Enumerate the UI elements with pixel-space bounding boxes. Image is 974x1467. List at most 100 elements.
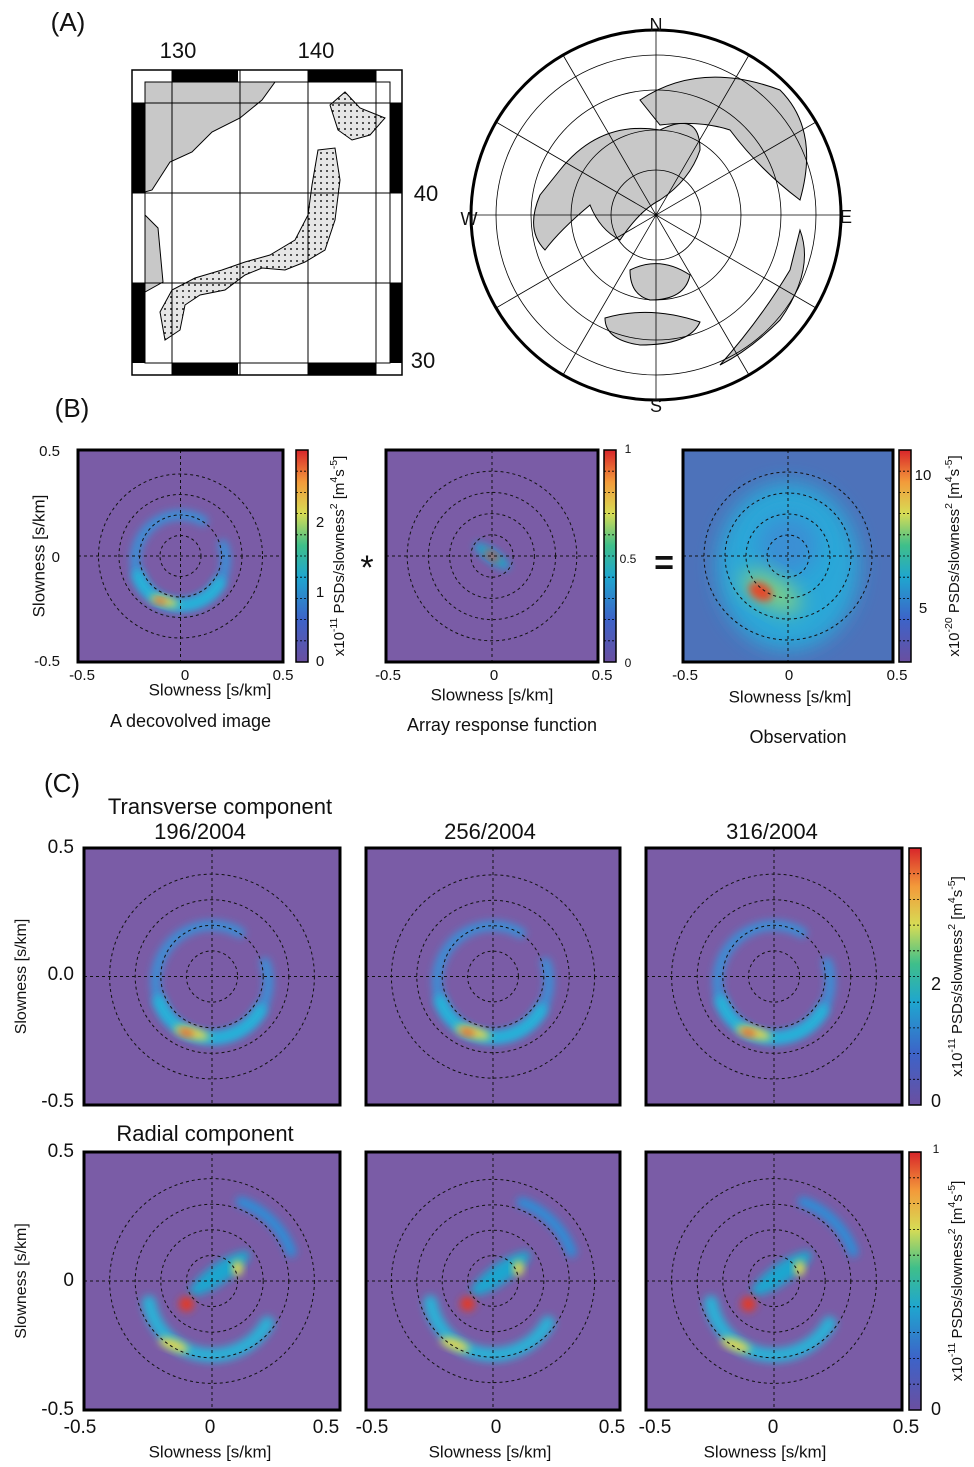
label-part: PSDs/slowness [949, 1234, 966, 1342]
x-axis-label: Slowness [s/km] [729, 687, 852, 706]
x-tick-label: 0.5 [887, 667, 908, 684]
operator: * [360, 549, 373, 587]
energy-arc [235, 1196, 297, 1258]
label-part: 2 [946, 924, 958, 930]
energy-arc [141, 1295, 275, 1363]
energy-blob [178, 1296, 195, 1312]
map-content [78, 450, 283, 662]
y-tick-label: -0.5 [41, 1399, 74, 1420]
colorbar-tick-label: 0 [931, 1091, 941, 1111]
energy-blob [154, 598, 166, 604]
energy-arc [797, 1196, 859, 1258]
energy-blob [740, 1296, 757, 1312]
label-part: s [949, 890, 966, 898]
date-title: 316/2004 [726, 819, 818, 844]
x-tick-label: 0 [491, 1417, 502, 1438]
frame [681, 448, 895, 664]
label-part: x10 [949, 1053, 966, 1077]
y-tick-label: -0.5 [34, 653, 60, 670]
x-tick-label: 0 [768, 1417, 779, 1438]
label-part: PSDs/slowness [949, 930, 966, 1038]
y-tick-label: 0.0 [48, 964, 74, 985]
energy-blob [159, 1337, 189, 1353]
energy-blob [460, 1028, 476, 1036]
x-tick-label: 0.5 [313, 1417, 339, 1438]
map-content [84, 1152, 340, 1410]
x-tick-label: 0.5 [599, 1417, 625, 1438]
x-tick-label: 0 [181, 667, 189, 684]
energy-blob [794, 1260, 805, 1276]
compass-label: S [650, 396, 662, 416]
slowness-circle [416, 1204, 570, 1358]
caption: Observation [749, 727, 846, 747]
y-tick-label: 0.5 [48, 1141, 74, 1162]
row-title: Radial component [116, 1121, 293, 1146]
frame [644, 846, 904, 1107]
label-part: x10 [949, 1357, 966, 1381]
x-tick-label: 0 [490, 667, 498, 684]
energy-blob [178, 1029, 194, 1037]
label-part: s [331, 469, 348, 477]
x-tick-label: 0 [205, 1417, 216, 1438]
frame [82, 1150, 342, 1412]
colorbar-tick-label: 1 [625, 442, 632, 456]
frame [644, 1150, 904, 1412]
label-part: -20 [943, 617, 955, 632]
frame [364, 1150, 622, 1412]
colorbar-tick-label: 0 [931, 1399, 941, 1419]
x-axis-label: Slowness [s/km] [149, 680, 272, 699]
slowness-circle [441, 1229, 545, 1333]
label-part: -5 [946, 880, 958, 889]
label-part: PSDs/slowness [331, 509, 348, 617]
label-part: s [949, 1194, 966, 1202]
x-axis-label: Slowness [s/km] [704, 1442, 827, 1461]
y-tick-label: 0.5 [39, 443, 60, 460]
frame [384, 448, 600, 664]
energy-blob [758, 516, 818, 575]
energy-blob [484, 550, 500, 562]
polar-map [469, 28, 843, 402]
frame [76, 448, 285, 664]
panel-label: (A) [51, 7, 86, 37]
label-part: 2 [946, 1228, 958, 1234]
slowness-circle [722, 924, 826, 1029]
label-part: -11 [946, 1038, 958, 1053]
map-content [386, 450, 598, 662]
label-part: [m [949, 903, 966, 924]
slowness-map [82, 846, 342, 1107]
x-tick-label: -0.5 [356, 1417, 389, 1438]
slowness-circle [406, 470, 578, 642]
x-axis-label: Slowness [s/km] [429, 1442, 552, 1461]
label-part: ] [949, 1181, 966, 1185]
colorbar-label: x10-11 PSDs/slowness2 [m4s-5] [946, 876, 966, 1077]
frame [364, 846, 622, 1107]
energy-blob [749, 582, 773, 602]
caption: Array response function [407, 715, 597, 735]
label-part: 4 [328, 477, 340, 483]
lat-tick: 30 [411, 348, 435, 373]
slowness-circle [441, 925, 545, 1028]
date-title: 256/2004 [444, 819, 536, 844]
slowness-map [644, 846, 904, 1107]
x-axis-label: Slowness [s/km] [431, 685, 554, 704]
map-content [366, 848, 620, 1105]
y-axis-label: Slowness [s/km] [13, 919, 30, 1035]
x-tick-label: 0.5 [273, 667, 294, 684]
x-tick-label: -0.5 [672, 667, 698, 684]
label-part: ] [946, 455, 963, 459]
slowness-map [76, 448, 285, 664]
map-content [366, 1152, 620, 1410]
slowness-circle [160, 924, 264, 1029]
map-content [646, 1152, 902, 1410]
energy-blob [721, 1337, 751, 1353]
energy-blob [513, 1260, 524, 1276]
x-tick-label: -0.5 [375, 667, 401, 684]
map-content [84, 848, 340, 1105]
slowness-map [644, 1150, 904, 1412]
japan-map [131, 69, 403, 376]
label-part: 2 [328, 503, 340, 509]
compass-label: W [461, 209, 478, 229]
colorbar-tick-label: 2 [316, 514, 324, 531]
label-part: [m [331, 483, 348, 504]
